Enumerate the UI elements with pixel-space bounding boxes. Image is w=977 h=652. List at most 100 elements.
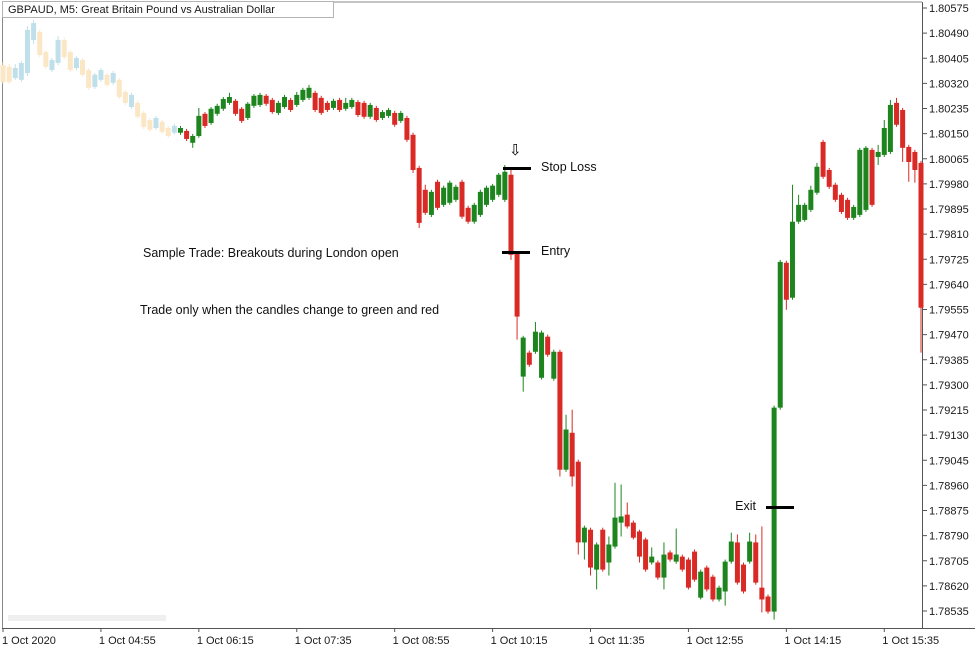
axis-label: 1.78535 [929, 606, 969, 618]
bear-candle [435, 181, 441, 208]
bull-candle [673, 554, 679, 562]
bear-candle [0, 65, 6, 82]
bull-candle [92, 74, 98, 87]
bull-candle [661, 554, 667, 578]
bear-candle [288, 99, 294, 110]
bear-candle [636, 531, 642, 557]
bull-candle [330, 100, 336, 108]
bull-candle [386, 109, 392, 116]
bull-candle [73, 57, 79, 69]
bull-candle [814, 166, 820, 193]
down-arrow-icon[interactable]: ⇩ [509, 142, 522, 159]
bear-candle [202, 113, 208, 126]
bear-candle [422, 189, 428, 213]
axis-label: 1.80575 [929, 3, 969, 15]
bull-candle [226, 96, 232, 103]
bull-candle [532, 331, 538, 352]
bear-candle [704, 567, 710, 590]
bear-candle [685, 559, 691, 588]
bear-candle [416, 167, 422, 223]
bull-candle [220, 99, 226, 109]
bear-candle [624, 514, 630, 527]
note-trade-only: Trade only when the candles change to gr… [140, 303, 440, 317]
bear-candle [184, 130, 190, 139]
bull-candle [594, 544, 600, 570]
bull-candle [471, 204, 477, 222]
axis-label: 1.80150 [929, 129, 969, 141]
bear-candle [116, 79, 122, 97]
bull-candle [789, 221, 795, 298]
bear-candle [80, 60, 86, 75]
bear-candle [569, 432, 575, 477]
bear-candle [269, 99, 275, 113]
bear-candle [869, 149, 875, 205]
bull-candle [129, 94, 135, 108]
bull-candle [728, 541, 734, 562]
bull-candle [502, 171, 508, 200]
axis-label: 1.79555 [929, 305, 969, 317]
bull-candle [747, 541, 753, 562]
exit-line[interactable] [766, 506, 794, 509]
bull-candle [796, 204, 802, 222]
axis-label: 1.78875 [929, 506, 969, 518]
bear-candle [459, 181, 465, 217]
bear-candle [753, 542, 759, 583]
bull-candle [300, 89, 306, 100]
entry-line[interactable] [502, 251, 530, 254]
bear-candle [832, 184, 838, 200]
axis-label: 1 Oct 12:55 [686, 635, 743, 647]
bull-candle [490, 185, 496, 200]
chart-title: GBPAUD, M5: Great Britain Pound vs Austr… [8, 3, 275, 16]
bull-candle [875, 151, 881, 157]
bull-candle [343, 102, 349, 109]
axis-label: 1.79640 [929, 279, 969, 291]
bull-candle [649, 556, 655, 563]
bull-candle [441, 187, 447, 205]
bull-candle [771, 407, 777, 612]
axis-label: 1 Oct 15:35 [882, 635, 939, 647]
bear-candle [588, 529, 594, 568]
axis-label: 1.78790 [929, 531, 969, 543]
axis-label: 1.79470 [929, 330, 969, 342]
bear-candle [361, 102, 367, 117]
bear-candle [318, 97, 324, 113]
bear-candle [912, 151, 918, 170]
axis-label: 1.80405 [929, 53, 969, 65]
bull-candle [863, 147, 869, 210]
axis-label: 1.79810 [929, 229, 969, 241]
bear-candle [355, 101, 361, 116]
bear-candle [679, 556, 685, 570]
bull-candle [110, 73, 116, 83]
bull-candle [563, 429, 569, 470]
bear-candle [741, 564, 747, 592]
bull-candle [306, 87, 312, 98]
chart-title-box: GBPAUD, M5: Great Britain Pound vs Austr… [2, 1, 334, 18]
bull-candle [275, 102, 281, 113]
bull-candle [477, 191, 483, 215]
bull-candle [483, 187, 489, 205]
bull-candle [251, 95, 257, 106]
bear-candle [643, 539, 649, 570]
bull-candle [808, 189, 814, 210]
bear-candle [557, 351, 563, 470]
bull-candle [214, 105, 220, 114]
bear-candle [900, 109, 906, 148]
bull-candle [857, 149, 863, 215]
bull-candle [716, 587, 722, 600]
bear-candle [526, 352, 532, 365]
bull-candle [618, 516, 624, 523]
bear-candle [86, 70, 92, 88]
bull-candle [12, 68, 18, 79]
stop-loss-line[interactable] [503, 167, 531, 170]
axis-label: 1 Oct 04:55 [99, 635, 156, 647]
axis-label: 1.80490 [929, 28, 969, 40]
bear-candle [783, 262, 789, 300]
bear-candle [514, 252, 520, 317]
axis-label: 1.79980 [929, 179, 969, 191]
bear-candle [239, 108, 245, 121]
bull-candle [349, 99, 355, 108]
axis-label: 1.79300 [929, 380, 969, 392]
bull-candle [98, 70, 104, 80]
bull-candle [722, 561, 728, 592]
